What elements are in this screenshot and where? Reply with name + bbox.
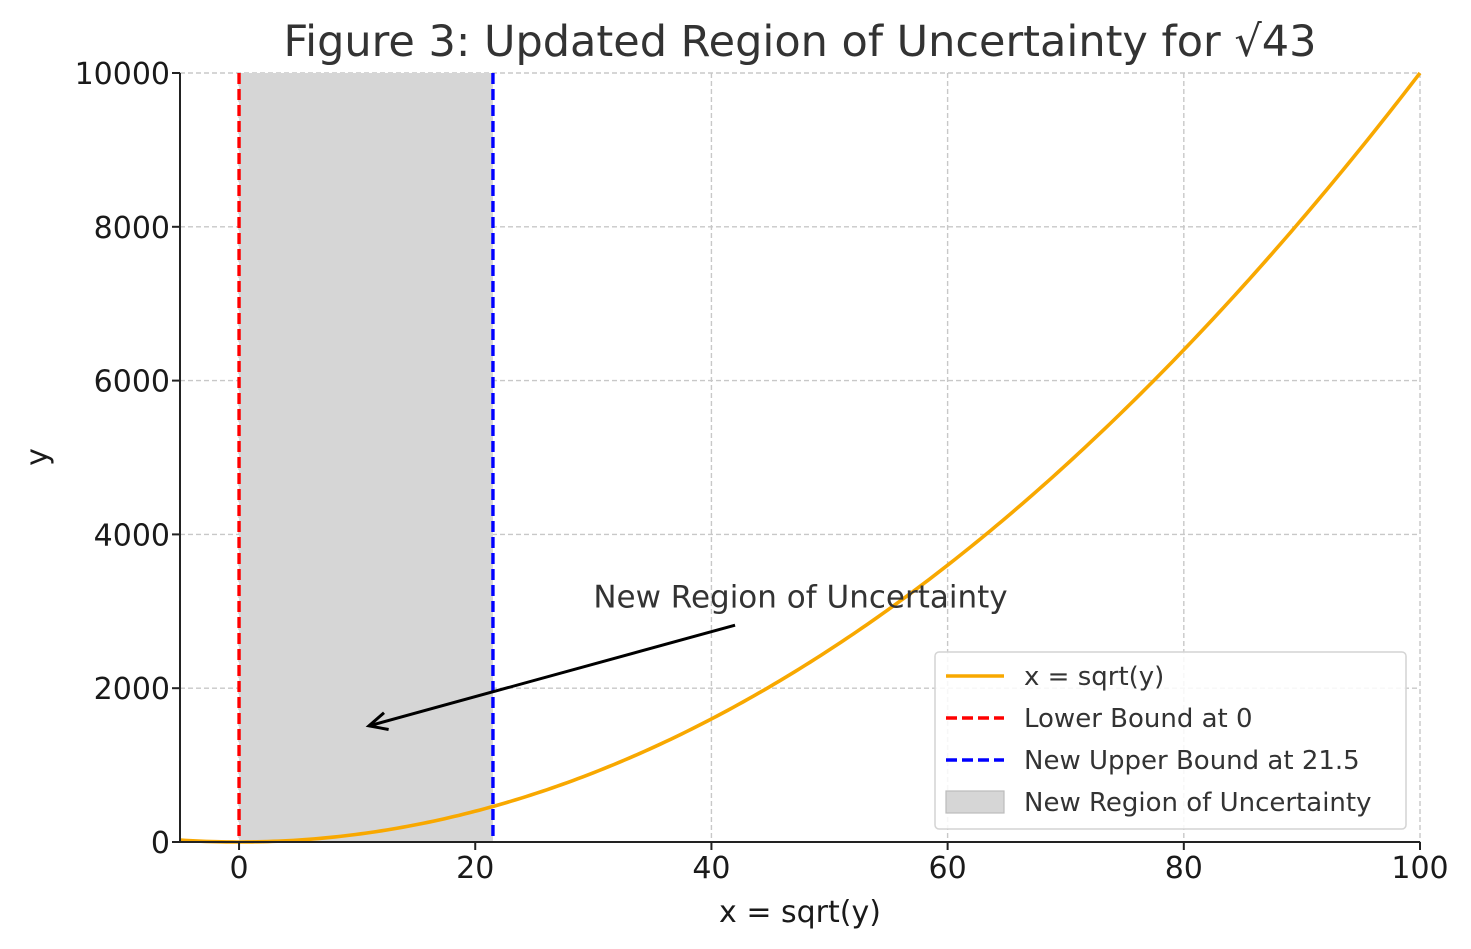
curve-line bbox=[179, 71, 1422, 844]
arrow-head-icon bbox=[365, 711, 389, 731]
y-tick-label: 8000 bbox=[94, 211, 170, 246]
chart-title: Figure 3: Updated Region of Uncertainty … bbox=[284, 17, 1317, 67]
x-tick-label: 20 bbox=[456, 851, 494, 886]
uncertainty-region bbox=[239, 73, 493, 842]
axes: 0 20 40 60 80 100 0 2000 4000 6000 8000 10000 bbox=[75, 57, 1449, 886]
legend: x = sqrt(y) Lower Bound at 0 New Upper Bou… bbox=[934, 651, 1407, 830]
x-tick-label: 100 bbox=[1391, 851, 1448, 886]
y-tick-label: 0 bbox=[151, 826, 170, 861]
legend-label: Lower Bound at 0 bbox=[1024, 704, 1253, 734]
legend-swatch bbox=[945, 790, 1005, 814]
legend-label: New Region of Uncertainty bbox=[1024, 788, 1371, 818]
y-tick-label: 4000 bbox=[94, 518, 170, 553]
annotation-arrow bbox=[368, 623, 736, 728]
x-tick-label: 0 bbox=[230, 851, 249, 886]
y-tick-label: 10000 bbox=[75, 57, 170, 92]
x-tick-label: 40 bbox=[692, 851, 730, 886]
series-layer bbox=[179, 71, 1422, 844]
legend-label: x = sqrt(y) bbox=[1024, 662, 1164, 692]
uncertainty-span-layer bbox=[239, 73, 493, 842]
annotation-text: New Region of Uncertainty bbox=[593, 579, 1007, 615]
y-axis-title: y bbox=[20, 448, 55, 466]
y-tick-label: 2000 bbox=[94, 672, 170, 707]
annotation: New Region of Uncertainty bbox=[365, 579, 1008, 731]
x-axis-title: x = sqrt(y) bbox=[719, 895, 881, 930]
x-tick-label: 60 bbox=[929, 851, 967, 886]
x-tick-label: 80 bbox=[1165, 851, 1203, 886]
legend-box bbox=[934, 651, 1407, 830]
y-tick-label: 6000 bbox=[94, 365, 170, 400]
legend-label: New Upper Bound at 21.5 bbox=[1024, 746, 1360, 776]
